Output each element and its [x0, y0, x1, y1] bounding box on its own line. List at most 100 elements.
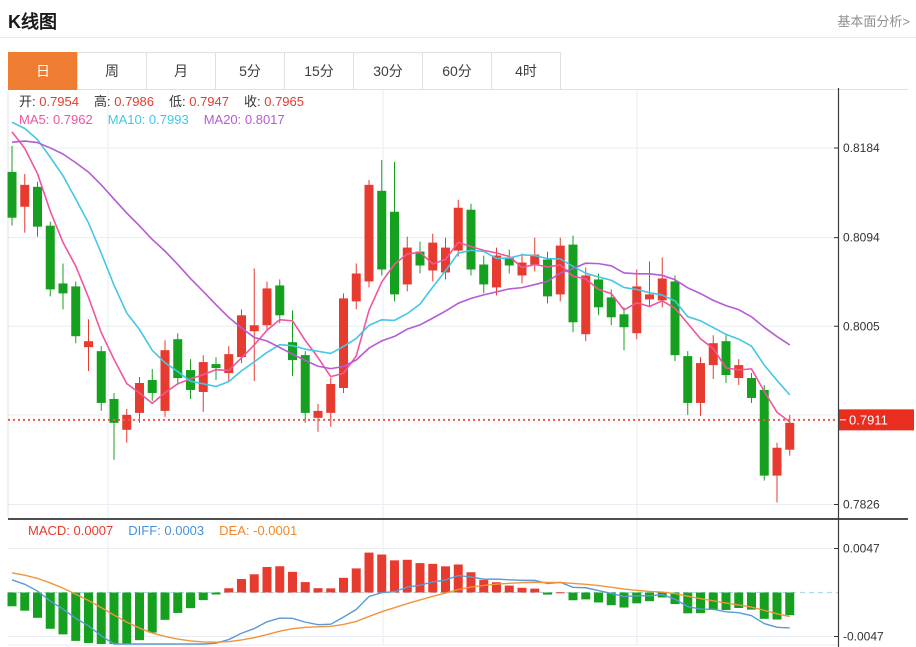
candle-body [364, 184, 374, 282]
macd-bar [390, 560, 399, 593]
macd-bar [759, 592, 769, 619]
current-price-tag [839, 409, 914, 431]
period-tab-bar: 日周月 5分 15分 30分 60分 4时 [8, 52, 561, 90]
tab-period-6[interactable]: 60分 [422, 52, 492, 90]
legend-label: MACD: [28, 523, 74, 538]
tab-period-4[interactable]: 15分 [284, 52, 354, 90]
candle-body [224, 354, 234, 374]
candle-body [759, 389, 769, 476]
candle-body [58, 283, 68, 294]
candle-body [275, 285, 285, 316]
legend-item: 开: 0.7954 [19, 94, 79, 110]
axis-label: -0.0047 [843, 630, 884, 644]
legend-value: 0.7993 [148, 112, 189, 127]
candle-body [428, 242, 438, 271]
candle-body [415, 251, 425, 266]
candle-body [530, 254, 540, 265]
axis-label: 0.7826 [843, 498, 880, 512]
candle-body [504, 257, 514, 266]
candle-body [71, 286, 81, 337]
macd-bar [683, 592, 693, 614]
legend-value: 0.0003 [164, 523, 205, 538]
candle-body [708, 343, 718, 366]
macd-bar [428, 563, 438, 593]
candle-body [594, 279, 603, 308]
axis-label: 0.8005 [843, 319, 880, 333]
tab-period-7[interactable]: 4时 [491, 52, 561, 90]
macd-bar [696, 592, 705, 614]
macd-bar [492, 582, 501, 593]
candle-body [186, 370, 195, 390]
tab-period-3[interactable]: 5分 [215, 52, 285, 90]
macd-bar [313, 588, 323, 593]
legend-label: 高: [94, 94, 115, 109]
candle-body [300, 355, 310, 413]
macd-bar [71, 592, 81, 641]
macd-bar [530, 588, 540, 593]
macd-bar [772, 592, 782, 620]
macd-bar [747, 592, 756, 610]
fundamental-analysis-link[interactable]: 基本面分析> [837, 14, 910, 29]
macd-bar [58, 592, 68, 635]
legend-value: 0.7962 [52, 112, 93, 127]
macd-bar [504, 585, 514, 593]
candle-body [135, 383, 144, 413]
macd-bar [632, 592, 642, 604]
macd-bar [84, 592, 93, 644]
candle-body [479, 264, 489, 285]
candle-body [160, 350, 170, 411]
macd-bar [619, 592, 629, 608]
legend-value: 0.0007 [73, 523, 114, 538]
macd-bar [453, 564, 463, 593]
candle-body [339, 298, 348, 388]
macd-bar [581, 592, 591, 600]
macd-bar [147, 592, 157, 633]
legend-item: MA20: 0.8017 [204, 112, 285, 128]
tab-period-0[interactable]: 日 [8, 52, 78, 90]
legend-label: 开: [19, 94, 40, 109]
macd-bar [402, 559, 412, 593]
candle-body [747, 378, 756, 398]
macd-bar [262, 567, 272, 593]
legend-item: MACD: 0.0007 [28, 523, 113, 539]
candle-body [543, 259, 552, 297]
candle-body [351, 273, 361, 302]
macd-bar [122, 592, 132, 644]
macd-bar [543, 592, 552, 595]
ma5-line [11, 131, 791, 423]
candle-body [734, 365, 744, 379]
macd-bar [237, 579, 246, 593]
macd-bar [135, 592, 144, 641]
legend-label: DEA: [219, 523, 254, 538]
macd-bar [275, 566, 285, 593]
legend-item: 收: 0.7965 [244, 94, 304, 110]
macd-bar [160, 592, 170, 620]
candle-body [84, 341, 93, 348]
candle-body [466, 209, 476, 270]
tab-period-2[interactable]: 月 [146, 52, 216, 90]
candle-body [390, 211, 399, 295]
page-title: K线图 [8, 12, 57, 32]
ma20-line [11, 140, 791, 370]
dea-line [11, 572, 790, 643]
macd-bar [109, 592, 119, 644]
legend-item: 低: 0.7947 [169, 94, 229, 110]
legend-label: DIFF: [128, 523, 165, 538]
tab-period-5[interactable]: 30分 [353, 52, 423, 90]
macd-bar [249, 574, 259, 593]
candle-body [198, 362, 208, 392]
macd-bar [339, 577, 348, 593]
macd-bar [198, 592, 208, 601]
candle-body [211, 364, 221, 369]
candle-body [645, 294, 654, 300]
candle-body [109, 398, 119, 423]
candle-body [670, 281, 680, 356]
candle-body [20, 184, 30, 207]
candle-body [377, 190, 387, 270]
macd-bar [721, 592, 731, 611]
ohlc-legend: 开: 0.7954 高: 0.7986 低: 0.7947 收: 0.7965 [19, 94, 319, 110]
macd-bar [479, 580, 489, 593]
macd-bar [517, 587, 527, 593]
axis-label: 0.8094 [843, 231, 880, 245]
